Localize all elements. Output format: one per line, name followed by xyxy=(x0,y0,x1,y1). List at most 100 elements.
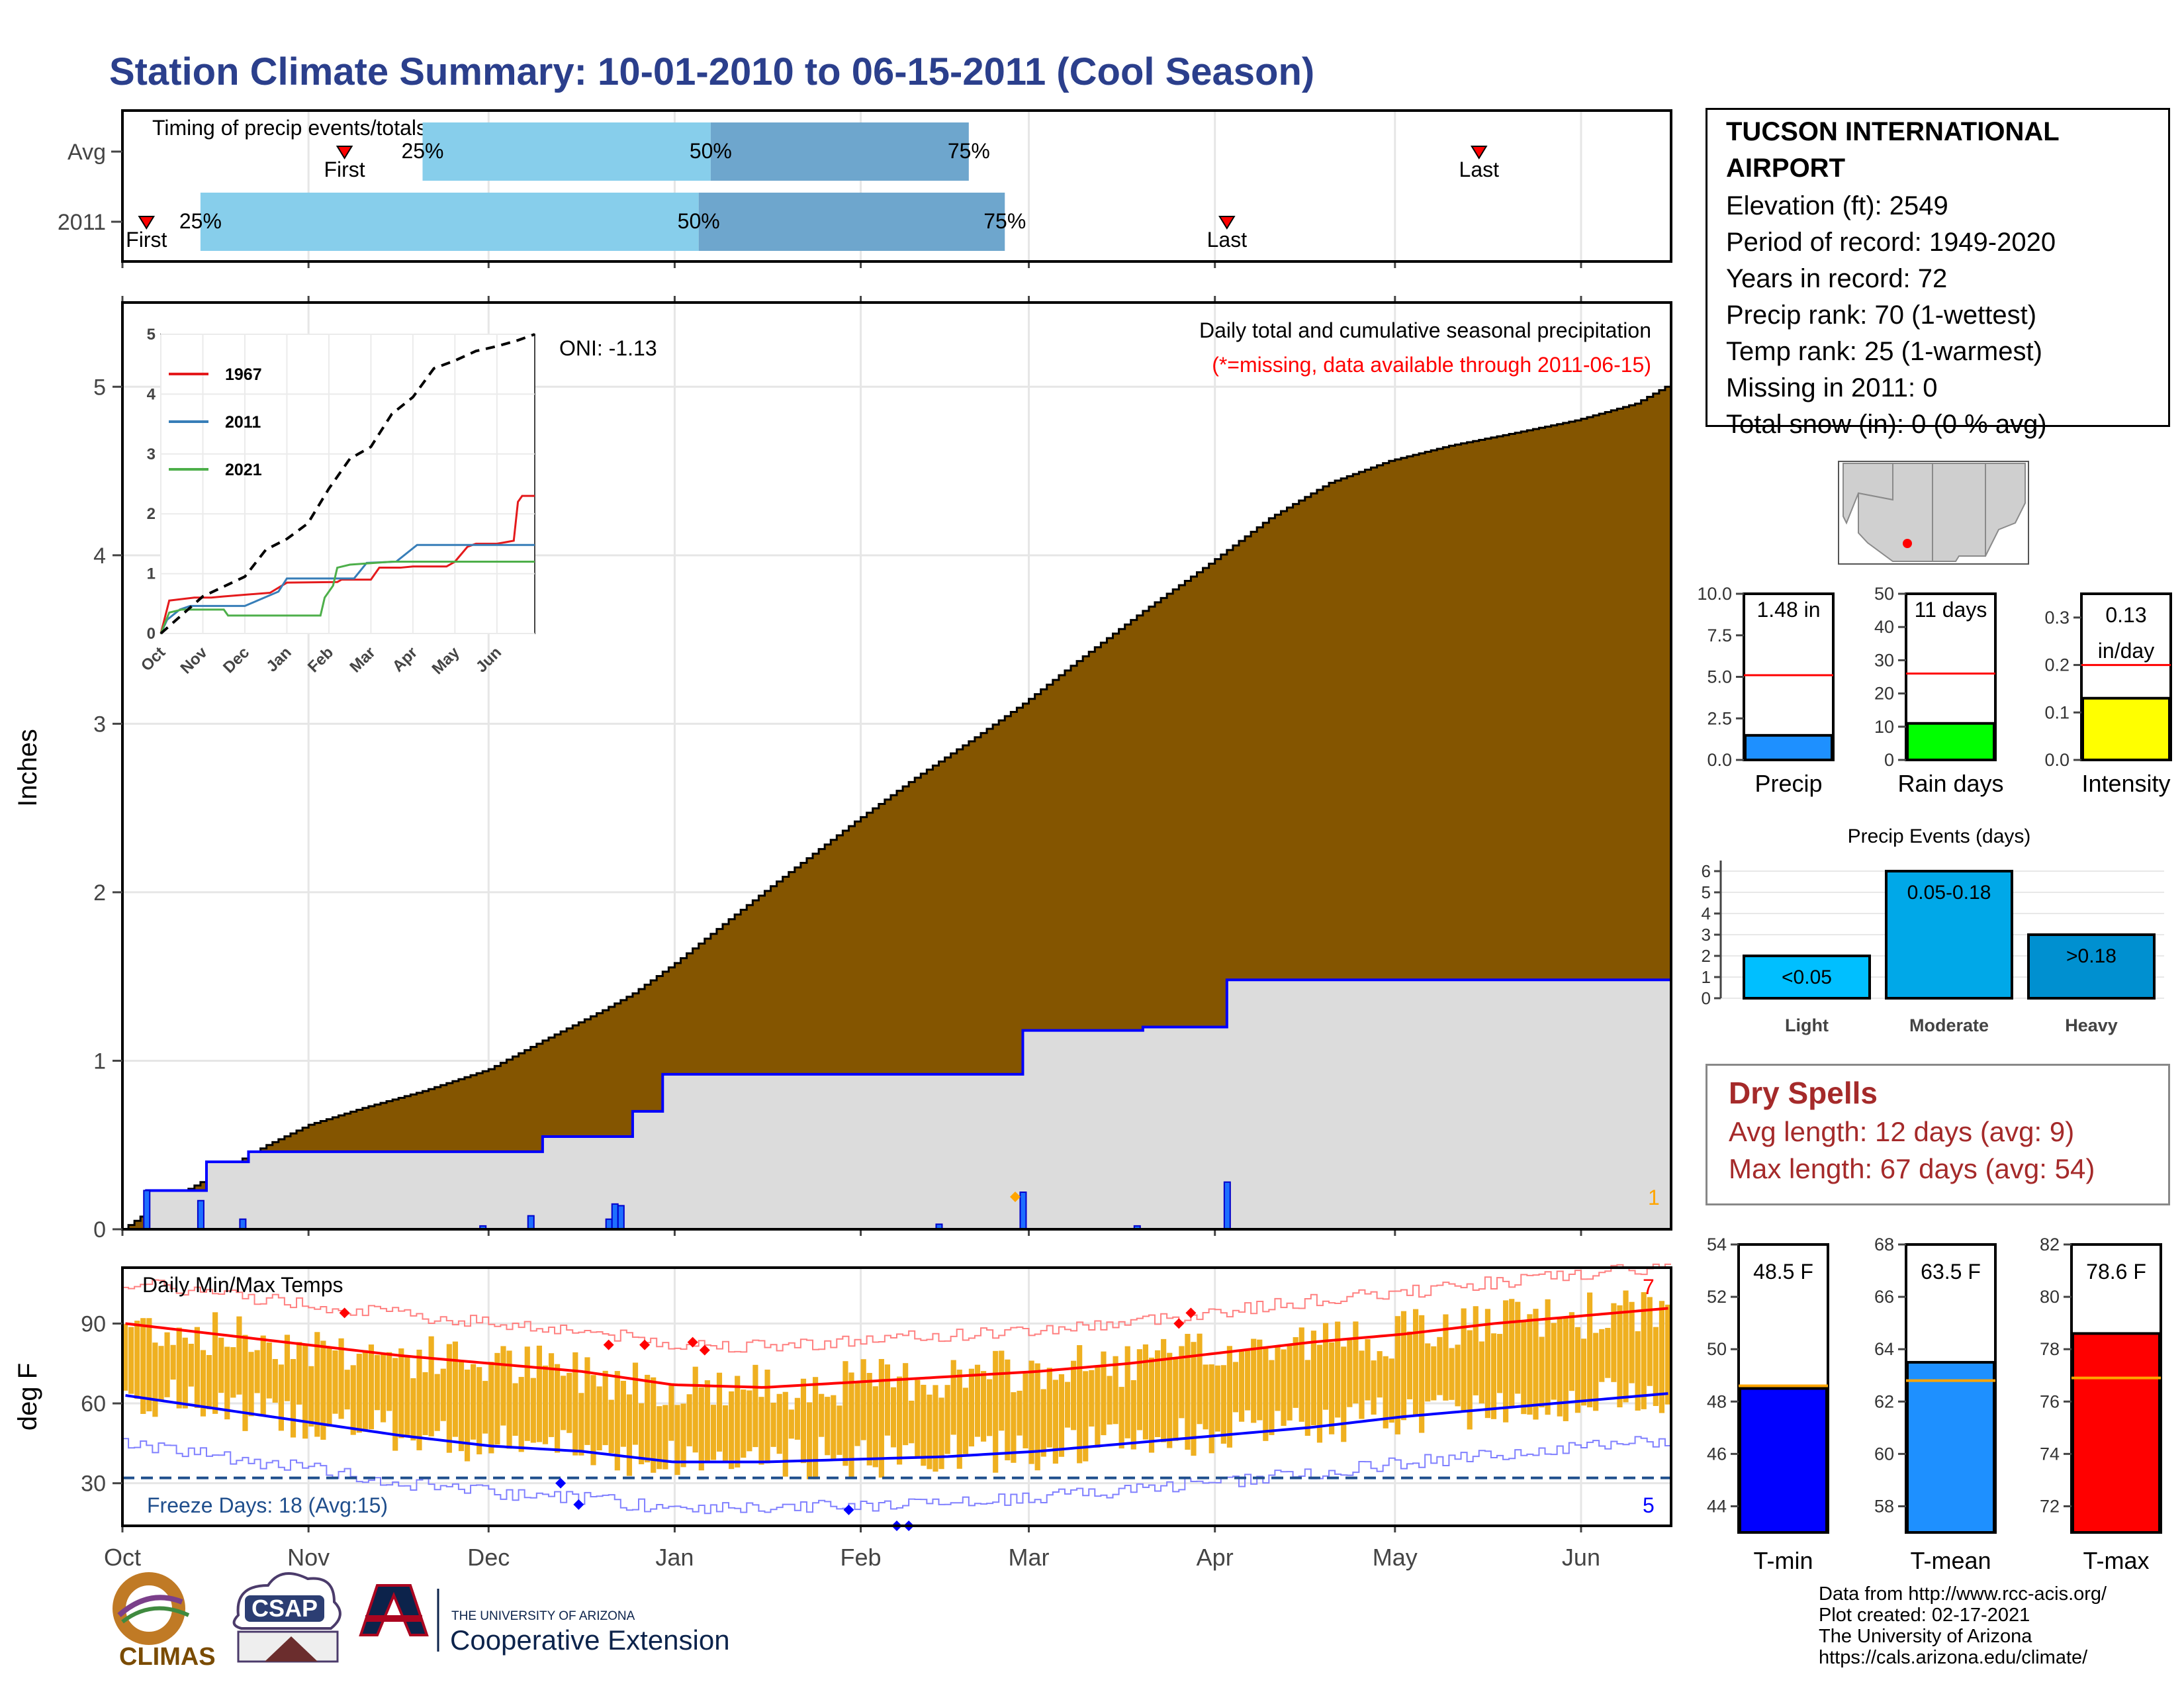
daily-temp-range-bar xyxy=(1316,1344,1323,1443)
precip-chart-subtitle: (*=missing, data available through 2011-… xyxy=(1212,353,1651,377)
daily-temp-range-bar xyxy=(1664,1304,1671,1405)
daily-temp-range-bar xyxy=(464,1369,471,1462)
timing-panel: Timing of precip events/totals 25% 50% 75%… xyxy=(58,109,1672,268)
climas-logo-text: CLIMAS xyxy=(119,1643,216,1671)
daily-temp-range-bar xyxy=(1310,1331,1316,1426)
daily-temp-range-bar xyxy=(284,1335,291,1401)
daily-temp-range-bar xyxy=(735,1376,741,1468)
daily-temp-range-bar xyxy=(668,1383,674,1441)
timing-percent-label: 25% xyxy=(401,139,443,163)
inset-x-tick-label: Nov xyxy=(177,643,212,678)
summary-bar-tick-label: 10.0 xyxy=(1697,584,1732,604)
daily-temp-range-bar xyxy=(500,1346,506,1426)
daily-temp-range-bar xyxy=(518,1377,524,1452)
daily-temp-range-bar xyxy=(1347,1340,1353,1407)
inset-legend-label: 1967 xyxy=(225,365,262,384)
daily-temp-range-bar xyxy=(1220,1365,1226,1444)
daily-precip-bar xyxy=(197,1199,205,1231)
temp-summary-bar xyxy=(1739,1387,1828,1534)
timing-band-25-50 xyxy=(200,193,699,251)
timing-frame xyxy=(121,109,1672,263)
inset-x-tick-label: Dec xyxy=(220,643,253,677)
month-label: Jun xyxy=(1562,1544,1600,1571)
timing-title: Timing of precip events/totals xyxy=(152,116,427,140)
daily-temp-range-bar xyxy=(218,1337,224,1393)
daily-temp-range-bar xyxy=(200,1350,206,1417)
daily-temp-range-bar xyxy=(530,1378,536,1443)
events-y-tick-label: 1 xyxy=(1702,967,1711,987)
month-label: May xyxy=(1373,1544,1418,1571)
daily-temp-range-bar xyxy=(254,1350,260,1393)
daily-temp-range-bar xyxy=(1521,1320,1527,1415)
daily-temp-range-bar xyxy=(993,1350,999,1473)
daily-temp-range-bar xyxy=(1251,1338,1257,1423)
daily-temp-range-bar xyxy=(1148,1357,1155,1453)
daily-temp-range-bar xyxy=(350,1365,356,1435)
daily-temp-range-bar xyxy=(944,1385,950,1454)
station-elevation: Elevation (ft): 2549 xyxy=(1726,191,1948,220)
daily-temp-range-bar xyxy=(800,1378,807,1464)
summary-bar-tick-label: 40 xyxy=(1874,617,1894,637)
daily-temp-range-bar xyxy=(692,1366,698,1453)
daily-temp-range-bar xyxy=(806,1402,813,1479)
daily-temp-range-bar xyxy=(140,1318,146,1414)
daily-temp-range-bar xyxy=(248,1352,254,1417)
daily-temp-range-bar xyxy=(674,1405,680,1476)
daily-temp-range-bar xyxy=(1185,1334,1191,1450)
daily-temp-range-bar xyxy=(567,1372,572,1433)
inset-line-2021 xyxy=(159,561,535,634)
temp-summary-tick-label: 62 xyxy=(1874,1391,1894,1411)
events-y-tick-label: 2 xyxy=(1702,946,1711,966)
daily-temp-range-bar xyxy=(561,1376,567,1430)
summary-bar-tick-label: 30 xyxy=(1874,650,1894,670)
daily-temp-range-bar xyxy=(494,1352,500,1445)
inset-legend-label: 2021 xyxy=(225,461,262,479)
summary-bar-tick-label: 0.1 xyxy=(2044,702,2070,722)
daily-temp-range-bar xyxy=(1064,1382,1071,1428)
daily-temp-range-bar xyxy=(1245,1350,1251,1411)
precip-y-tick-label: 4 xyxy=(93,543,106,569)
daily-temp-range-bar xyxy=(1539,1336,1545,1408)
daily-temp-range-bar xyxy=(950,1360,956,1435)
daily-temp-range-bar xyxy=(1641,1292,1647,1409)
daily-temp-range-bar xyxy=(788,1409,794,1439)
daily-temp-range-bar xyxy=(1563,1318,1569,1421)
daily-temp-range-bar xyxy=(1365,1339,1371,1401)
daily-temp-range-bar xyxy=(1413,1309,1419,1417)
credit-line: https://cals.arizona.edu/climate/ xyxy=(1819,1647,2088,1668)
daily-temp-range-bar xyxy=(512,1383,518,1436)
precip-chart-title: Daily total and cumulative seasonal prec… xyxy=(1199,318,1651,342)
daily-temp-range-bar xyxy=(542,1365,549,1444)
daily-temp-range-bar xyxy=(1191,1342,1197,1456)
timing-percent-label: 75% xyxy=(948,139,990,163)
timing-band-25-50 xyxy=(422,122,711,181)
temp-y-tick-label: 30 xyxy=(81,1472,106,1497)
daily-temp-range-bar xyxy=(866,1373,872,1466)
daily-temp-range-bar xyxy=(825,1397,831,1456)
daily-temp-range-bar xyxy=(194,1327,200,1408)
temp-summary-tick-label: 60 xyxy=(1874,1444,1894,1464)
daily-temp-range-bar xyxy=(782,1391,788,1477)
daily-temp-range-bar xyxy=(596,1386,602,1450)
record-low-marker xyxy=(555,1477,567,1489)
temp-frame xyxy=(121,1266,1672,1527)
events-bar xyxy=(2027,933,2156,1000)
missing-marker xyxy=(1010,1192,1021,1202)
timing-first-label: First xyxy=(126,228,167,252)
daily-temp-range-bar xyxy=(1473,1306,1479,1395)
timing-first-marker xyxy=(138,216,156,230)
record-high-marker xyxy=(339,1307,350,1319)
daily-temp-range-bar xyxy=(182,1337,188,1409)
temp-summary-bar xyxy=(2071,1332,2161,1534)
summary-bar-tick-label: 20 xyxy=(1874,684,1894,704)
timing-percent-label: 50% xyxy=(690,139,732,163)
daily-temp-range-bar xyxy=(1275,1345,1281,1411)
daily-temp-range-bar xyxy=(878,1358,884,1478)
dry-spells-avg: Avg length: 12 days (avg: 9) xyxy=(1729,1116,2075,1147)
inset-y-tick-label: 5 xyxy=(147,326,156,344)
daily-temp-range-bar xyxy=(921,1384,927,1466)
daily-temp-range-bar xyxy=(1580,1338,1587,1406)
inset-y-tick-label: 3 xyxy=(147,445,156,463)
daily-temp-range-bar xyxy=(302,1344,308,1439)
timing-band-50-75 xyxy=(710,122,969,181)
